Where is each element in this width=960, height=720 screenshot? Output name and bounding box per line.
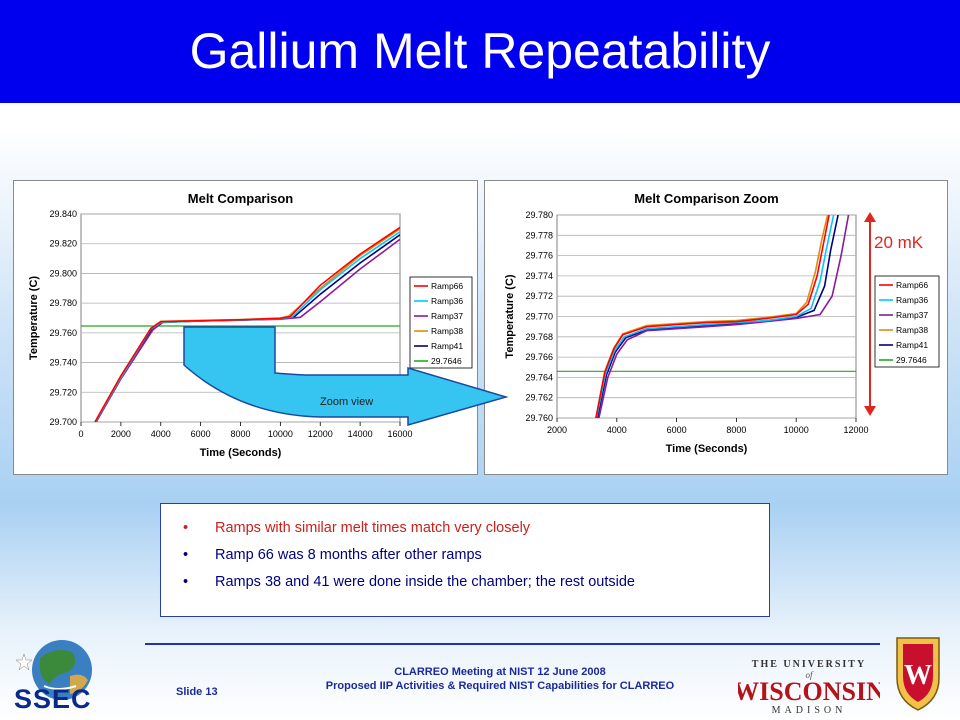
ssec-logo-text: SSEC xyxy=(14,684,92,714)
x-tick-label: 4000 xyxy=(151,429,171,439)
y-tick-label: 29.700 xyxy=(49,417,77,427)
x-tick-label: 10000 xyxy=(784,425,809,435)
y-tick-label: 29.764 xyxy=(525,372,553,382)
x-tick-label: 4000 xyxy=(607,425,627,435)
legend-entry: Ramp37 xyxy=(896,310,928,320)
y-tick-label: 29.766 xyxy=(525,352,553,362)
legend-box xyxy=(409,276,473,369)
chart-title: Melt Comparison Zoom xyxy=(634,191,778,206)
x-tick-label: 6000 xyxy=(667,425,687,435)
legend-entry: Ramp41 xyxy=(896,340,928,350)
svg-text:MADISON: MADISON xyxy=(772,705,847,715)
y-tick-label: 29.774 xyxy=(525,271,553,281)
x-tick-label: 12000 xyxy=(843,425,868,435)
bullet-text: Ramp 66 was 8 months after other ramps xyxy=(215,547,482,563)
footer-subtitle: Proposed IIP Activities & Required NIST … xyxy=(325,680,675,692)
footer-meeting: CLARREO Meeting at NIST 12 June 2008 xyxy=(394,666,606,678)
y-tick-label: 29.840 xyxy=(49,209,77,219)
legend-entry: Ramp41 xyxy=(431,341,463,351)
y-tick-label: 29.720 xyxy=(49,387,77,397)
y-tick-label: 29.780 xyxy=(49,298,77,308)
x-tick-label: 16000 xyxy=(387,429,412,439)
legend-entry: Ramp36 xyxy=(896,295,928,305)
arrow-shape xyxy=(183,326,509,426)
legend-entry: 29.7646 xyxy=(896,355,927,365)
y-tick-label: 29.760 xyxy=(49,328,77,338)
y-tick-label: 29.740 xyxy=(49,358,77,368)
y-tick-label: 29.776 xyxy=(525,251,553,261)
bullet-text: Ramps with similar melt times match very… xyxy=(215,520,531,536)
series-line-Ramp36 xyxy=(595,215,835,418)
y-tick-label: 29.820 xyxy=(49,239,77,249)
legend-entry: Ramp36 xyxy=(431,296,463,306)
svg-text:of: of xyxy=(805,670,814,680)
svg-text:WISCONSIN: WISCONSIN xyxy=(738,677,880,706)
y-tick-label: 29.762 xyxy=(525,393,553,403)
series-line-Ramp41 xyxy=(596,215,839,418)
series-line-Ramp66 xyxy=(595,215,830,418)
x-tick-label: 2000 xyxy=(111,429,131,439)
series-line-Ramp37 xyxy=(598,215,850,418)
x-tick-label: 8000 xyxy=(726,425,746,435)
legend-entry: 29.7646 xyxy=(431,356,462,366)
y-axis-label: Temperature (C) xyxy=(28,276,40,360)
x-tick-label: 12000 xyxy=(308,429,333,439)
notes-box: • Ramps with similar melt times match ve… xyxy=(160,503,770,617)
uw-crest: W xyxy=(896,637,940,711)
x-axis-label: Time (Seconds) xyxy=(666,443,748,455)
zoom-view-label: Zoom view xyxy=(320,396,373,408)
series-group xyxy=(557,215,856,418)
series-line-Ramp66 xyxy=(94,226,400,422)
y-tick-label: 29.780 xyxy=(525,210,553,220)
series-group xyxy=(81,226,400,422)
title-bar xyxy=(0,0,960,103)
x-tick-label: 10000 xyxy=(268,429,293,439)
ssec-logo: SSEC xyxy=(14,640,92,714)
y-tick-label: 29.760 xyxy=(525,413,553,423)
x-tick-label: 2000 xyxy=(547,425,567,435)
legend-entry: Ramp66 xyxy=(896,280,928,290)
range-annotation: 20 mK xyxy=(874,233,924,252)
x-tick-label: 0 xyxy=(78,429,83,439)
uw-wordmark: THE UNIVERSITY of WISCONSIN MADISON xyxy=(738,659,880,715)
y-tick-label: 29.778 xyxy=(525,230,553,240)
x-tick-label: 14000 xyxy=(348,429,373,439)
y-tick-label: 29.768 xyxy=(525,332,553,342)
y-tick-label: 29.770 xyxy=(525,312,553,322)
legend-entry: Ramp37 xyxy=(431,311,463,321)
x-tick-label: 8000 xyxy=(230,429,250,439)
legend-box xyxy=(874,275,940,368)
legend-entry: Ramp38 xyxy=(431,326,463,336)
y-tick-label: 29.800 xyxy=(49,268,77,278)
slide-title: Gallium Melt Repeatability xyxy=(189,23,771,79)
y-axis-label: Temperature (C) xyxy=(504,274,516,358)
svg-text:THE UNIVERSITY: THE UNIVERSITY xyxy=(752,659,866,670)
slide-number: Slide 13 xyxy=(176,686,218,698)
range-arrow xyxy=(864,212,876,416)
zoom-arrow: Zoom view xyxy=(183,326,509,426)
footer-divider xyxy=(145,643,880,645)
y-tick-label: 29.772 xyxy=(525,291,553,301)
x-tick-label: 6000 xyxy=(191,429,211,439)
legend-entry: Ramp66 xyxy=(431,281,463,291)
legend-entry: Ramp38 xyxy=(896,325,928,335)
bullet-text: Ramps 38 and 41 were done inside the cha… xyxy=(215,574,635,590)
crest-letter: W xyxy=(904,660,932,691)
x-axis-label: Time (Seconds) xyxy=(200,447,282,459)
chart-title: Melt Comparison xyxy=(188,191,294,206)
